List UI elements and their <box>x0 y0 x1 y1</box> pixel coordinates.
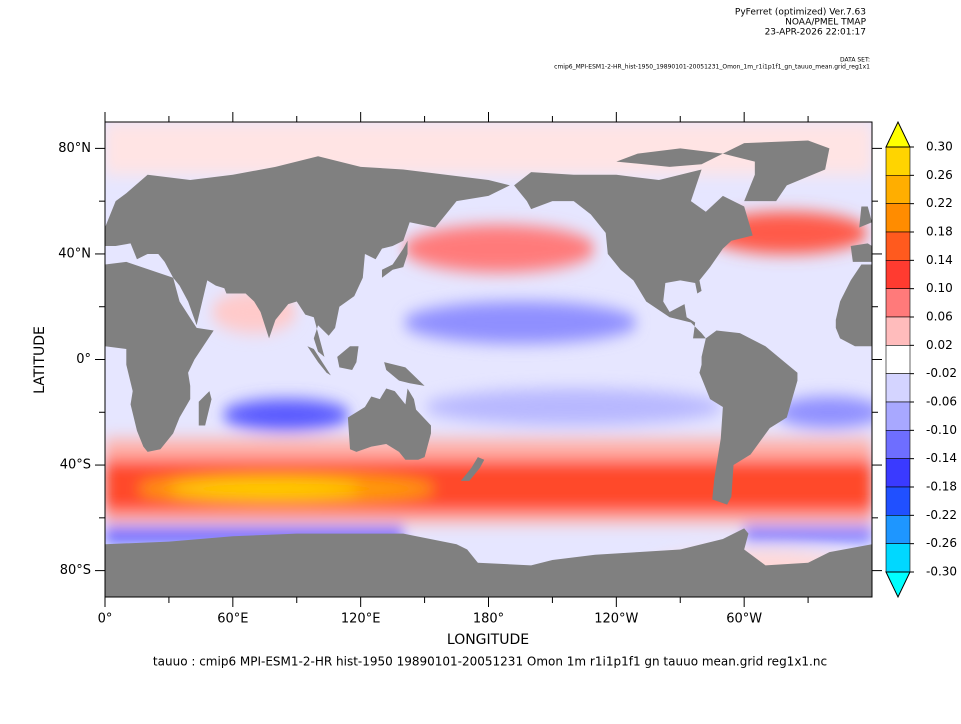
colorbar-label: -0.02 <box>926 366 957 380</box>
land <box>105 140 873 598</box>
colorbar-label: -0.30 <box>926 565 957 579</box>
x-tick-label: 180° <box>473 612 504 627</box>
y-tick-label: 40°N <box>58 246 91 261</box>
x-tick-label: 120°E <box>341 612 381 627</box>
x-axis-label: LONGITUDE <box>447 632 529 648</box>
colorbar-label: 0.10 <box>926 281 953 295</box>
x-tick-label: 0° <box>98 612 113 627</box>
colorbar-label: 0.18 <box>926 225 953 239</box>
y-tick-label: 80°N <box>58 141 91 156</box>
x-tick-label: 60°W <box>726 612 762 627</box>
colorbar-box <box>885 458 911 488</box>
colorbar-box <box>885 543 911 573</box>
header-timestamp: 23-APR-2026 22:01:17 <box>765 28 866 38</box>
colorbar-label: 0.02 <box>926 338 953 352</box>
header-program: PyFerret (optimized) Ver.7.63 <box>735 8 866 18</box>
colorbar: 0.30 0.26 0.22 0.18 0.14 0.10 0.06 0.02 -0.02 -0.… <box>885 120 957 599</box>
y-tick-label: 40°S <box>60 458 91 473</box>
colorbar-label: 0.14 <box>926 253 953 267</box>
dataset-name: cmip6_MPI-ESM1-2-HR_hist-1950_19890101-2… <box>554 64 870 71</box>
colorbar-label: -0.22 <box>926 508 957 522</box>
colorbar-under <box>885 571 911 599</box>
colorbar-box <box>885 231 911 261</box>
colorbar-box <box>885 260 911 289</box>
colorbar-label: -0.06 <box>926 395 957 409</box>
colorbar-label: 0.06 <box>926 310 953 324</box>
colorbar-box <box>885 175 911 204</box>
x-tick-label: 120°W <box>594 612 638 627</box>
colorbar-box <box>885 288 911 318</box>
colorbar-label: 0.26 <box>926 168 953 182</box>
x-tick-label: 60°E <box>217 612 248 627</box>
colorbar-label: -0.18 <box>926 480 957 494</box>
colorbar-label: 0.22 <box>926 196 953 210</box>
y-tick-label: 80°S <box>60 563 91 578</box>
colorbar-box <box>885 401 911 431</box>
header-org: NOAA/PMEL TMAP <box>785 18 866 28</box>
colorbar-label: -0.10 <box>926 423 957 437</box>
colorbar-box <box>885 146 911 176</box>
map-field <box>105 122 873 598</box>
colorbar-box <box>885 373 911 403</box>
colorbar-label: -0.14 <box>926 451 957 465</box>
axes: 0° 60°E 120°E 180° 120°W 60°W 80°N 40°N 0° 40°S 80… <box>58 112 882 627</box>
colorbar-box <box>885 486 911 516</box>
colorbar-box <box>885 316 911 346</box>
y-axis-label: LATITUDE <box>32 326 48 394</box>
caption: tauuo : cmip6 MPI-ESM1-2-HR hist-1950 19… <box>153 655 827 669</box>
colorbar-label: -0.26 <box>926 536 957 550</box>
colorbar-label: 0.30 <box>926 140 953 154</box>
colorbar-box <box>885 203 911 233</box>
colorbar-over <box>885 120 911 148</box>
dataset-label: DATA SET: <box>840 57 870 64</box>
colorbar-box <box>885 430 911 459</box>
colorbar-box <box>885 515 911 544</box>
colorbar-box <box>885 345 911 374</box>
y-tick-label: 0° <box>76 352 91 367</box>
